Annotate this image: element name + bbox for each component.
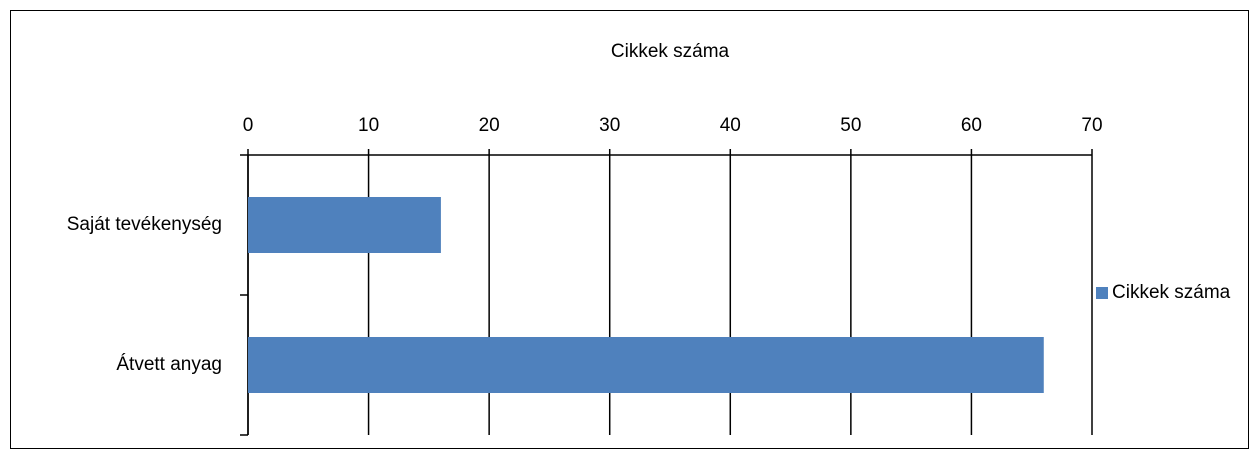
bar	[248, 337, 1044, 393]
y-tick-label: Átvett anyag	[116, 354, 222, 375]
bar	[248, 197, 441, 253]
x-tick-label: 70	[1081, 115, 1102, 136]
x-tick-label: 30	[599, 115, 620, 136]
x-tick-label: 50	[840, 115, 861, 136]
x-tick-label: 40	[720, 115, 741, 136]
legend-label: Cikkek száma	[1112, 282, 1231, 303]
x-tick-label: 0	[243, 115, 254, 136]
x-tick-label: 60	[961, 115, 982, 136]
legend-swatch	[1096, 287, 1108, 299]
chart-title: Cikkek száma	[611, 41, 730, 62]
x-tick-label: 10	[358, 115, 379, 136]
x-tick-label: 20	[479, 115, 500, 136]
y-tick-label: Saját tevékenység	[67, 214, 222, 235]
